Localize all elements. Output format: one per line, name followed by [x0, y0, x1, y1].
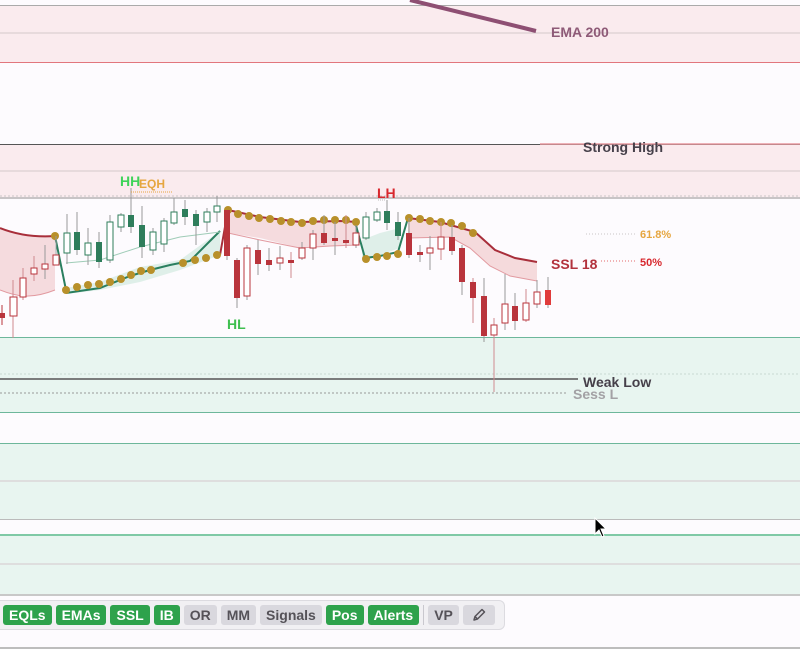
ssl-dots	[51, 206, 477, 294]
hh-label: HH	[120, 173, 141, 189]
toggle-ib[interactable]: IB	[153, 605, 180, 625]
ema200-label: EMA 200	[551, 24, 609, 40]
demand-zone-lower-2	[0, 534, 800, 596]
eqh-label: EQH	[139, 177, 166, 191]
demand-zone-weak-low	[0, 337, 800, 413]
fib-618-label: 61.8%	[640, 229, 672, 241]
indicator-toolbar: EQLs EMAs SSL IB OR MM Signals Pos Alert…	[0, 600, 505, 630]
toggle-vp[interactable]: VP	[428, 605, 459, 625]
toggle-ssl[interactable]: SSL	[110, 605, 150, 625]
toggle-pos[interactable]: Pos	[325, 605, 364, 625]
strong-high-label: Strong High	[583, 139, 664, 155]
bottom-border	[0, 647, 800, 649]
lh-label: LH	[377, 185, 396, 201]
mouse-cursor-icon	[594, 517, 608, 538]
toggle-emas[interactable]: EMAs	[55, 605, 107, 625]
toggle-mm[interactable]: MM	[220, 605, 257, 625]
hl-label: HL	[227, 316, 246, 332]
supply-zone-top	[0, 5, 800, 63]
fib-50-label: 50%	[640, 257, 663, 269]
pencil-icon	[473, 608, 486, 621]
toggle-signals[interactable]: Signals	[260, 605, 322, 625]
toggle-or[interactable]: OR	[183, 605, 217, 625]
ssl-label: SSL 18	[551, 256, 598, 272]
toggle-alerts[interactable]: Alerts	[367, 605, 420, 625]
ema200-line	[409, 0, 537, 33]
toggle-eqls[interactable]: EQLs	[3, 605, 52, 625]
candlesticks	[0, 188, 551, 392]
price-chart[interactable]	[0, 0, 800, 600]
session-low-label: Sess L	[573, 386, 619, 402]
edit-button[interactable]	[462, 605, 495, 625]
weak-low-label: Weak Low	[583, 374, 652, 390]
toolbar-divider	[423, 605, 425, 625]
